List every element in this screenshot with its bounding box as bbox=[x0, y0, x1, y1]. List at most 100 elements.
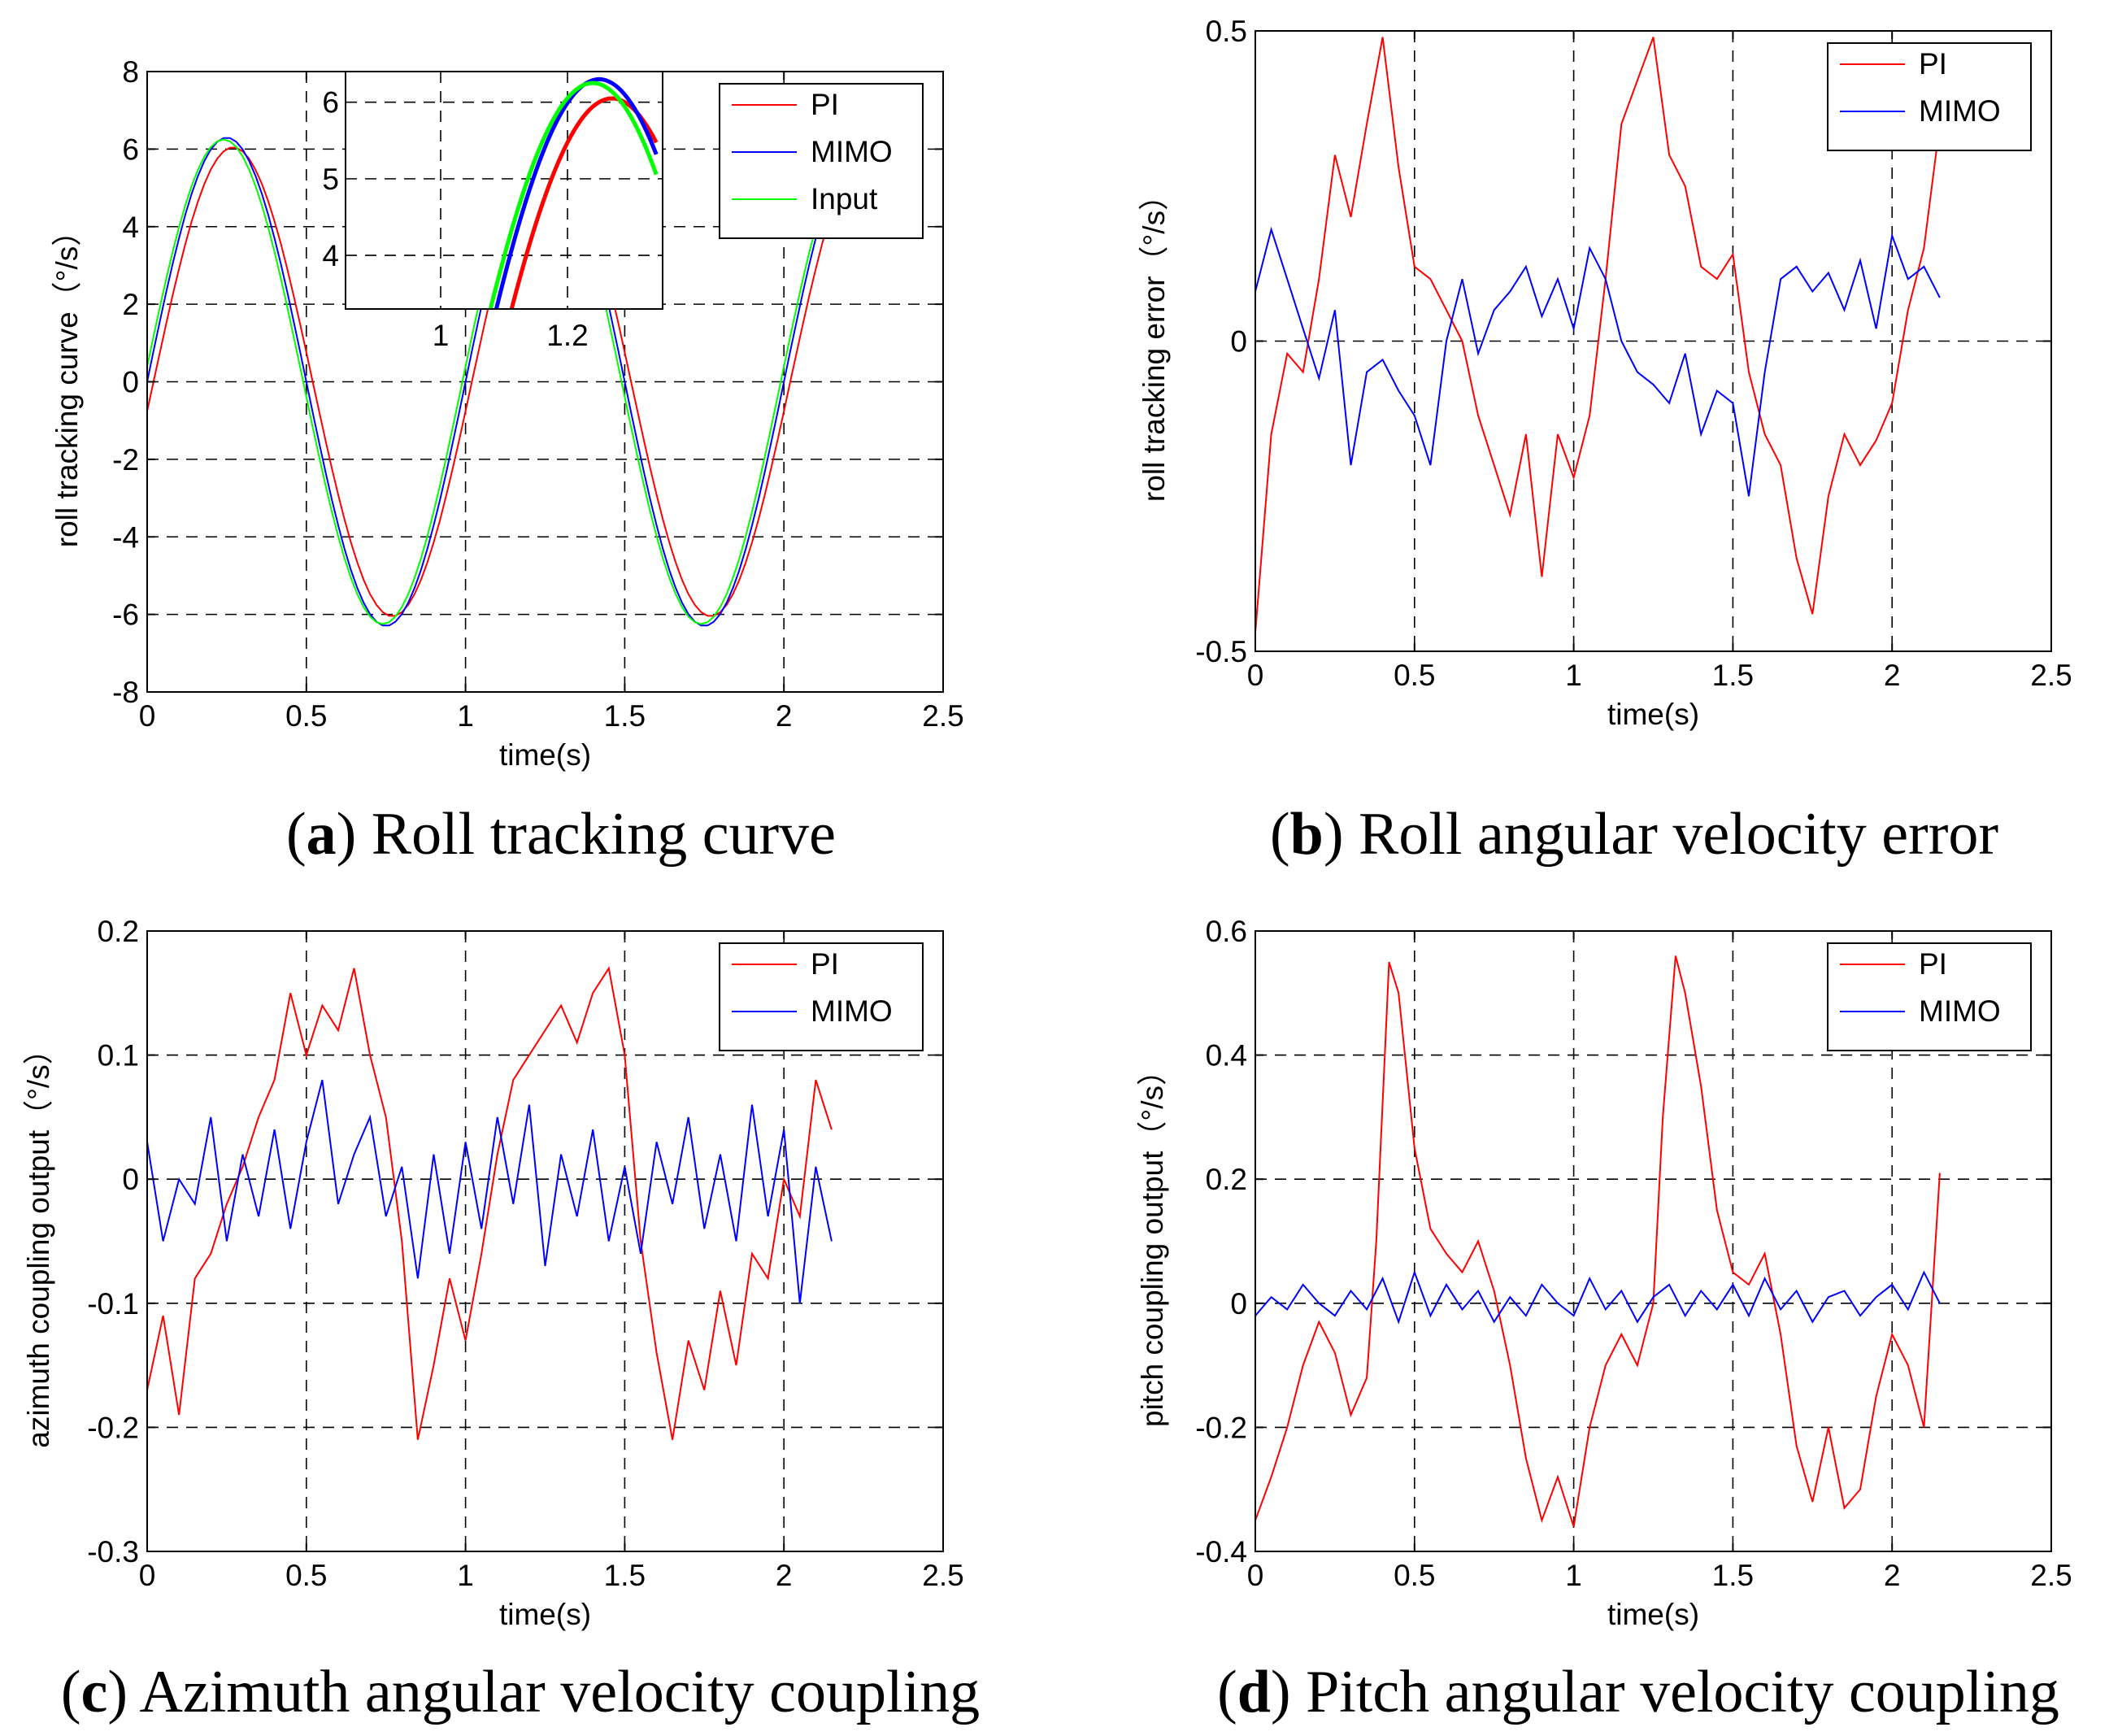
x-axis-label: time(s) bbox=[1607, 698, 1699, 731]
legend-label-mimo: MIMO bbox=[1919, 994, 2001, 1028]
x-tick-label: 2 bbox=[776, 1559, 793, 1592]
inset-y-tick-label: 5 bbox=[322, 163, 339, 196]
x-tick-label: 2.5 bbox=[922, 1559, 963, 1592]
inset-zoom: 1 1.2 4 5 6 bbox=[322, 71, 663, 352]
x-tick-label: 2 bbox=[1884, 1559, 1901, 1592]
x-tick-label: 0 bbox=[139, 699, 156, 733]
inset-series-mimo bbox=[494, 76, 659, 309]
x-tick-label: 0.5 bbox=[285, 1559, 327, 1592]
inset-y-tick-label: 4 bbox=[322, 239, 339, 272]
panel-a: 0 0.5 1 1.5 2 2.5 -8 -6 -4 -2 0 2 4 6 8 time(s) roll tra… bbox=[50, 55, 964, 772]
axes-box bbox=[1255, 930, 2052, 1552]
y-axis-label: pitch coupling output（°/s） bbox=[1136, 1055, 1169, 1427]
panel-d: 0 0.5 1 1.5 2 2.5 -0.4 -0.2 0 0.2 0.4 0.6 time(s) pit… bbox=[1136, 915, 2072, 1631]
panel-c: 0 0.5 1 1.5 2 2.5 -0.3 -0.2 -0.1 0 0.1 0.2 time(s) az… bbox=[22, 915, 964, 1631]
series-line-pi bbox=[146, 966, 833, 1440]
legend-label-mimo: MIMO bbox=[811, 135, 893, 168]
legend: PI MIMO Input bbox=[719, 83, 924, 239]
legend-box bbox=[1827, 942, 2032, 1051]
y-tick-label: -6 bbox=[112, 598, 139, 632]
y-tick-label: 0.4 bbox=[1206, 1039, 1247, 1072]
inset-plot-area bbox=[346, 72, 663, 309]
x-tick-label: 0 bbox=[1247, 1559, 1264, 1592]
series-line-pi bbox=[1255, 955, 1941, 1527]
y-axis-label: roll tracking curve（°/s） bbox=[50, 216, 84, 548]
x-axis-label: time(s) bbox=[499, 738, 591, 772]
legend-label-input: Input bbox=[811, 182, 878, 215]
y-axis-label: azimuth coupling output（°/s） bbox=[22, 1034, 55, 1447]
x-tick-label: 0.5 bbox=[1394, 1559, 1435, 1592]
y-tick-label: -4 bbox=[112, 520, 139, 554]
x-tick-label: 2.5 bbox=[922, 699, 963, 733]
x-tick-label: 1 bbox=[457, 699, 474, 733]
x-tick-label: 2.5 bbox=[2030, 1559, 2072, 1592]
legend-box bbox=[719, 83, 924, 239]
inset-x-tick-label: 1.2 bbox=[546, 319, 588, 352]
y-tick-label: 6 bbox=[122, 133, 139, 166]
inset-series-pi bbox=[509, 96, 659, 309]
x-axis-label: time(s) bbox=[499, 1598, 591, 1631]
x-tick-label: 0.5 bbox=[1394, 659, 1435, 692]
y-tick-label: -0.4 bbox=[1195, 1535, 1247, 1568]
y-tick-label: 0 bbox=[122, 1163, 139, 1196]
y-tick-label: 0.2 bbox=[1206, 1163, 1247, 1196]
legend-label-pi: PI bbox=[1919, 47, 1947, 80]
x-tick-label: 1.5 bbox=[1712, 659, 1754, 692]
inset-box bbox=[345, 71, 663, 310]
x-tick-label: 1 bbox=[1565, 659, 1582, 692]
y-axis-label: roll tracking error（°/s） bbox=[1137, 181, 1171, 502]
series-line-pi bbox=[1255, 37, 1941, 633]
legend-label-mimo: MIMO bbox=[811, 994, 893, 1028]
inset-x-tick-label: 1 bbox=[433, 319, 450, 352]
y-tick-label: -0.1 bbox=[87, 1287, 139, 1320]
x-tick-label: 2.5 bbox=[2030, 659, 2072, 692]
y-tick-label: 0.5 bbox=[1206, 15, 1247, 48]
y-tick-label: -0.5 bbox=[1195, 635, 1247, 668]
x-tick-label: 1.5 bbox=[604, 699, 646, 733]
caption-c: (c) Azimuth angular velocity coupling bbox=[61, 1659, 980, 1725]
axes-box bbox=[146, 930, 944, 1552]
y-tick-label: 0 bbox=[122, 366, 139, 399]
y-tick-label: 0.1 bbox=[98, 1039, 139, 1072]
y-tick-label: -0.3 bbox=[87, 1535, 139, 1568]
y-tick-label: -2 bbox=[112, 443, 139, 476]
x-tick-label: 2 bbox=[1884, 659, 1901, 692]
caption-b: (b) Roll angular velocity error bbox=[1270, 801, 1998, 868]
legend-label-pi: PI bbox=[811, 947, 839, 981]
legend-label-pi: PI bbox=[1919, 947, 1947, 981]
series-line-mimo bbox=[1255, 226, 1941, 497]
y-tick-label: 0.6 bbox=[1206, 915, 1247, 948]
x-tick-label: 0 bbox=[1247, 659, 1264, 692]
legend-label-mimo: MIMO bbox=[1919, 94, 2001, 128]
x-tick-label: 1 bbox=[1565, 1559, 1582, 1592]
x-tick-label: 1.5 bbox=[1712, 1559, 1754, 1592]
y-tick-label: 8 bbox=[122, 55, 139, 89]
legend: PI MIMO bbox=[719, 942, 924, 1051]
legend-box bbox=[1827, 42, 2032, 151]
x-axis-label: time(s) bbox=[1607, 1598, 1699, 1631]
x-tick-label: 2 bbox=[776, 699, 793, 733]
y-tick-label: 4 bbox=[122, 211, 139, 244]
series-line-mimo bbox=[146, 1079, 833, 1303]
legend-box bbox=[719, 942, 924, 1051]
legend-label-pi: PI bbox=[811, 88, 839, 121]
x-tick-label: 1 bbox=[457, 1559, 474, 1592]
y-tick-label: -0.2 bbox=[87, 1411, 139, 1444]
x-tick-label: 0 bbox=[139, 1559, 156, 1592]
y-tick-label: -8 bbox=[112, 676, 139, 709]
y-tick-label: 0 bbox=[1230, 1287, 1247, 1320]
caption-a: (a) Roll tracking curve bbox=[286, 801, 836, 868]
y-tick-label: 2 bbox=[122, 288, 139, 321]
y-tick-label: 0 bbox=[1230, 325, 1247, 359]
inset-y-tick-label: 6 bbox=[322, 86, 339, 120]
series-line-mimo bbox=[1255, 1269, 1941, 1325]
x-tick-label: 0.5 bbox=[285, 699, 327, 733]
inset-series-input bbox=[488, 80, 659, 309]
y-tick-label: 0.2 bbox=[98, 915, 139, 948]
caption-d: (d) Pitch angular velocity coupling bbox=[1217, 1659, 2059, 1725]
legend: PI MIMO bbox=[1827, 42, 2032, 151]
x-tick-label: 1.5 bbox=[604, 1559, 646, 1592]
legend: PI MIMO bbox=[1827, 942, 2032, 1051]
